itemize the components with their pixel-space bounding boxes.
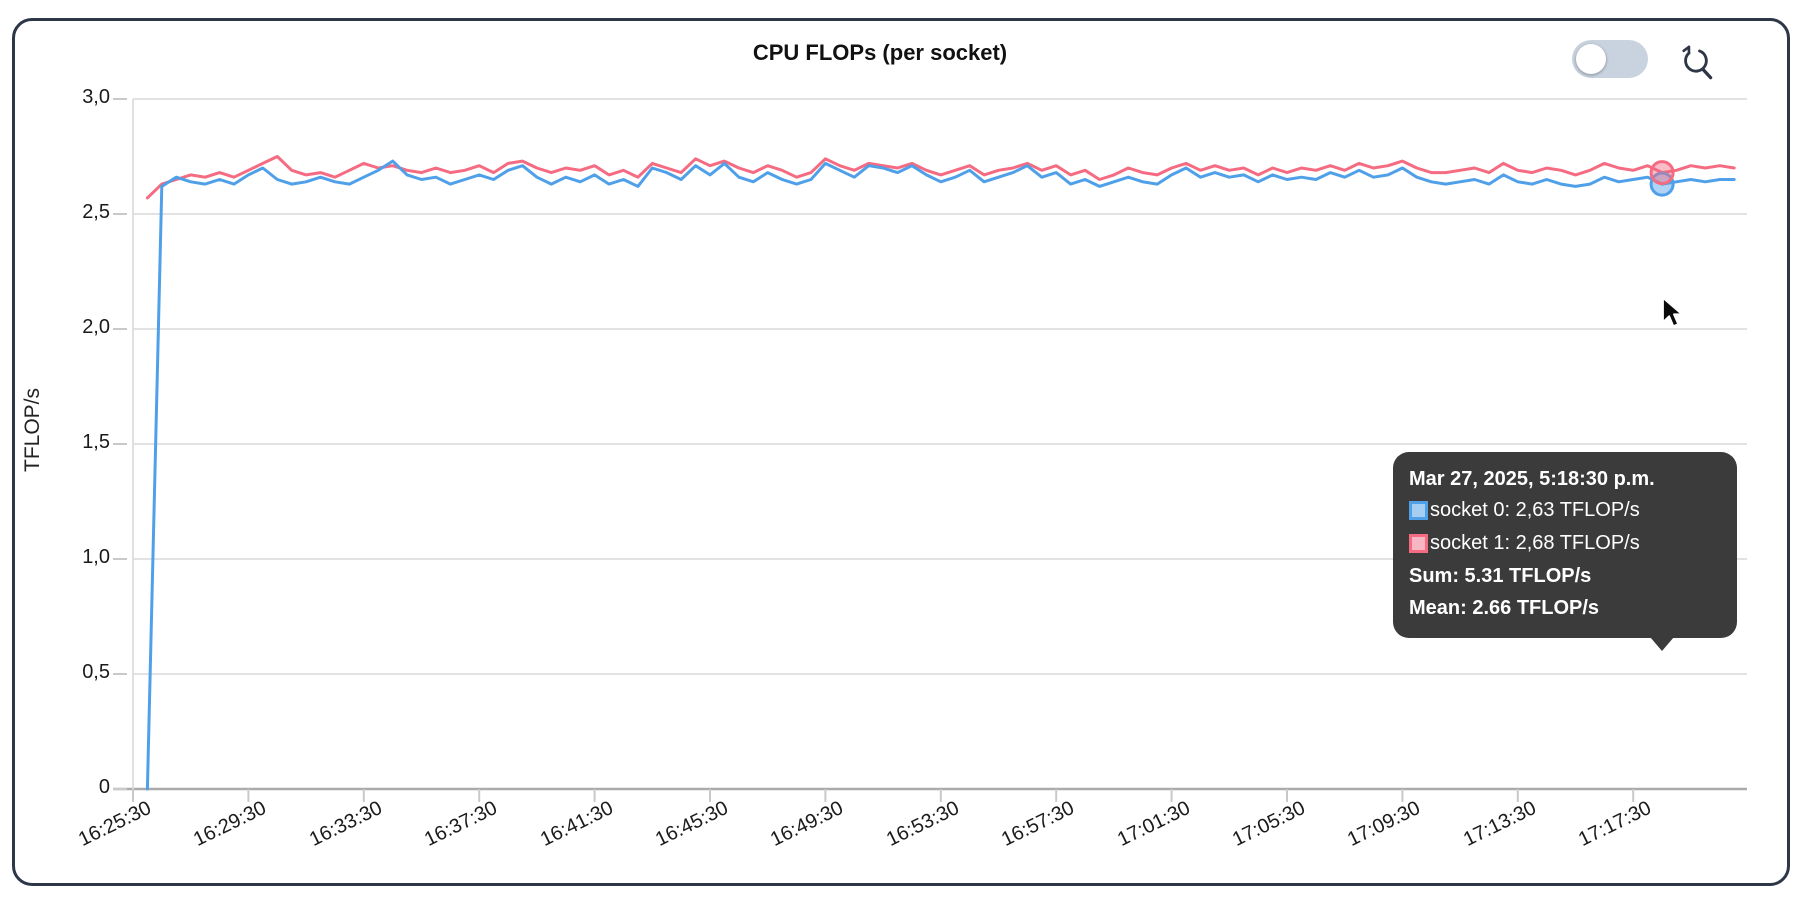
line-socket1 [145, 155, 1736, 200]
y-tick-label: 0,5 [82, 661, 110, 683]
hover-point-socket1 [1649, 160, 1675, 186]
chart-title: CPU FLOPs (per socket) [752, 40, 1008, 65]
tooltip-row-socket0: socket 0: 2,63 TFLOP/s [1409, 494, 1721, 527]
socket1-swatch-icon [1409, 534, 1428, 553]
y-tick-label: 1,5 [82, 431, 110, 453]
tooltip-socket1-value: socket 1: 2,68 TFLOP/s [1430, 532, 1640, 554]
tooltip-sum: Sum: 5.31 TFLOP/s [1409, 565, 1592, 587]
socket0-swatch-icon [1409, 501, 1428, 520]
line-socket0 [145, 159, 1736, 791]
reset-zoom-icon[interactable] [1676, 44, 1716, 86]
tooltip-mean: Mean: 2.66 TFLOP/s [1409, 597, 1600, 619]
y-tick-label: 1,0 [82, 546, 110, 568]
mouse-cursor-icon [1662, 297, 1683, 328]
y-tick-label: 0 [98, 776, 110, 798]
toggle-knob [1576, 44, 1606, 74]
tooltip-socket0-value: socket 0: 2,63 TFLOP/s [1430, 499, 1640, 521]
tooltip-row-socket1: socket 1: 2,68 TFLOP/s [1409, 527, 1721, 560]
tooltip-date: Mar 27, 2025, 5:18:30 p.m. [1409, 468, 1655, 490]
toggle-switch[interactable] [1572, 40, 1648, 78]
y-tick-label: 3,0 [82, 86, 110, 108]
tooltip: Mar 27, 2025, 5:18:30 p.m. socket 0: 2,6… [1393, 452, 1737, 651]
y-tick-label: 2,0 [82, 316, 110, 338]
y-tick-label: 2,5 [82, 201, 110, 223]
tooltip-caret-icon [1650, 637, 1674, 651]
